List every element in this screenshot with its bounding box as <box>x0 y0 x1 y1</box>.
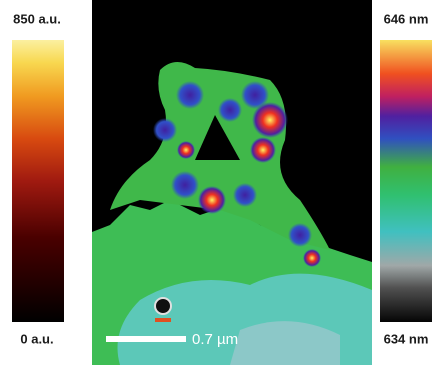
left-max-label: 850 a.u. <box>13 11 61 26</box>
right-max-label: 646 nm <box>384 11 429 26</box>
wavelength-colorbar <box>380 40 432 322</box>
spectral-map: 0.7 µm <box>92 0 372 365</box>
right-min-label: 634 nm <box>384 331 429 346</box>
scale-bar-label: 0.7 µm <box>192 331 238 348</box>
scale-bar <box>106 336 186 342</box>
intensity-colorbar <box>12 40 64 322</box>
left-min-label: 0 a.u. <box>20 331 53 346</box>
